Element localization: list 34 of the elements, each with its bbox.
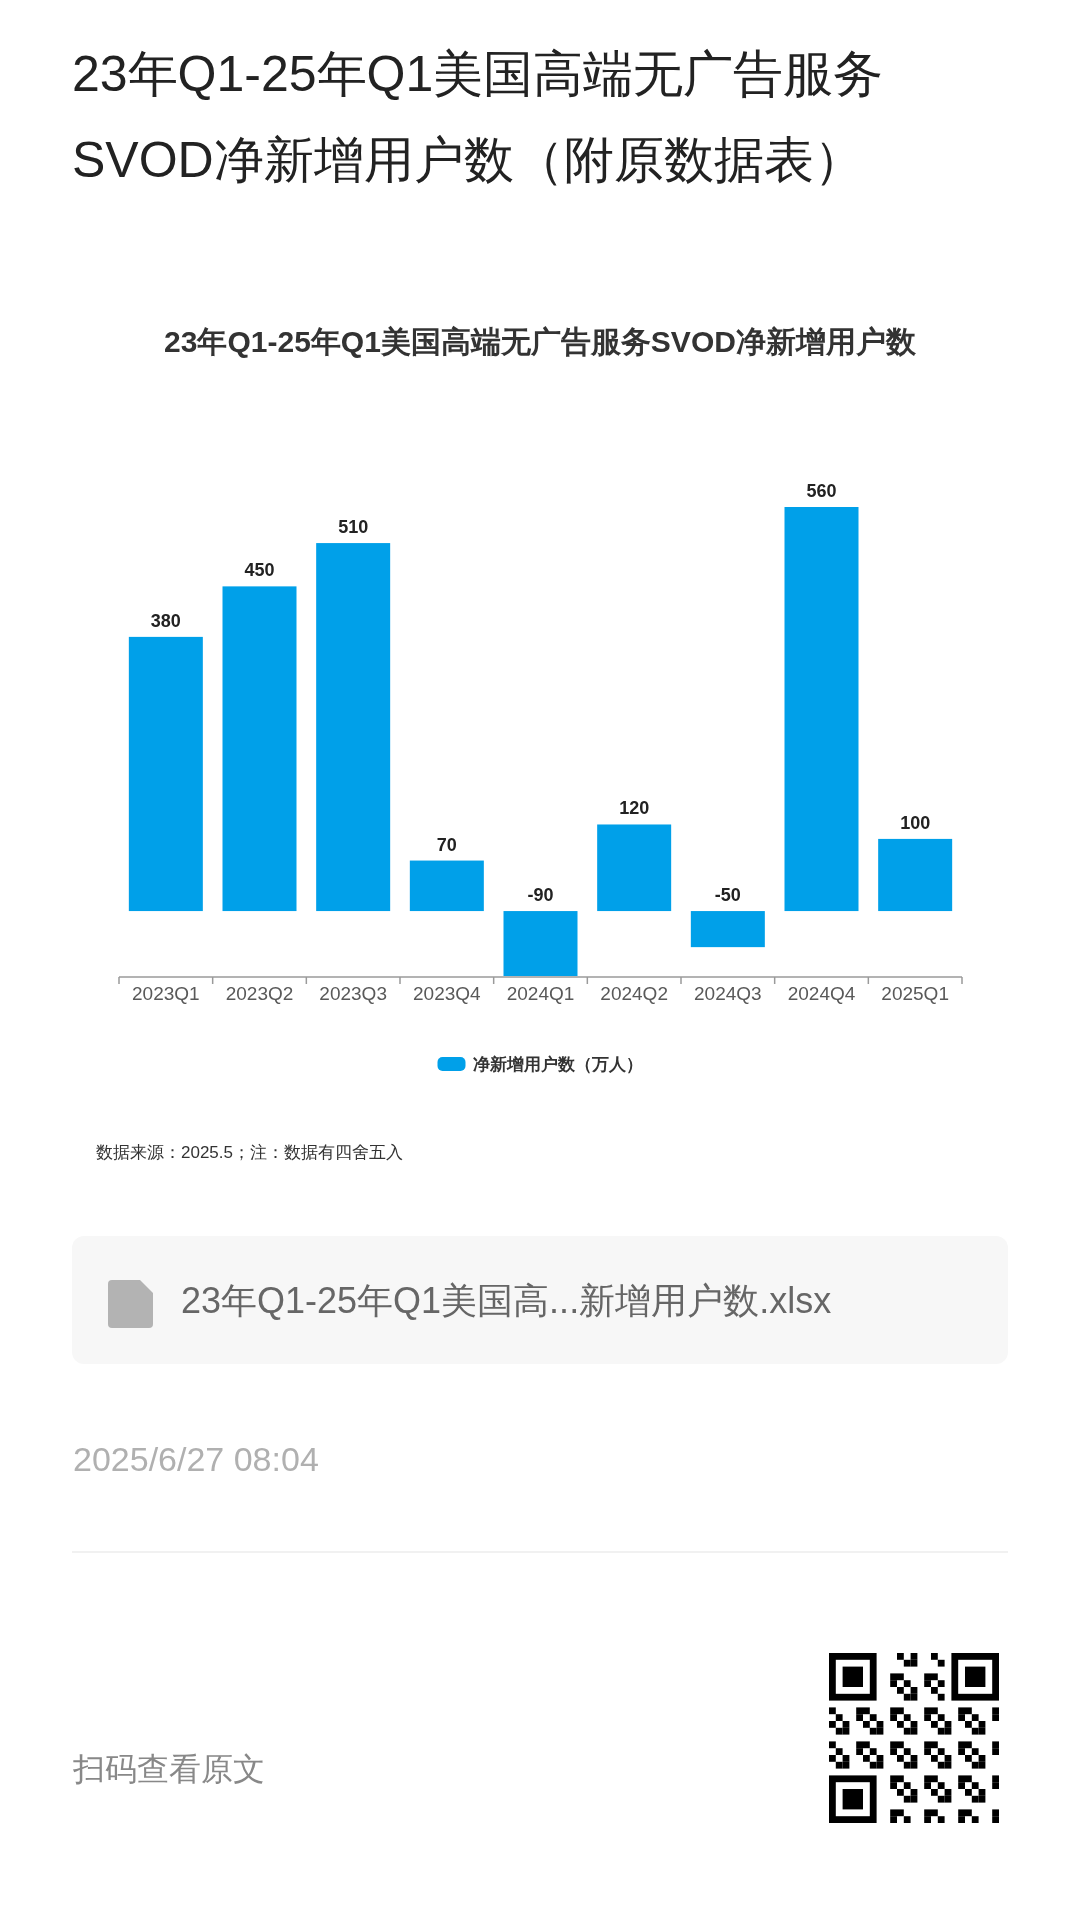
x-tick-label: 2023Q1 [132,982,200,1004]
x-tick-label: 2024Q4 [787,982,856,1004]
data-label: 70 [436,834,457,855]
bar [316,543,391,912]
bar [690,911,765,948]
data-label: 100 [900,812,931,833]
x-tick-label: 2023Q4 [413,982,482,1004]
text: 扫码查看原文 [72,1751,265,1787]
bar [128,636,203,912]
source-note: 数据来源：2025.5；注：数据有四舍五入 [96,1142,403,1162]
bar [222,586,297,912]
x-tick-label: 2024Q1 [506,982,575,1004]
bar [784,507,859,912]
text: 2025/6/27 08:04 [73,1440,319,1478]
chart-title: 23年Q1-25年Q1美国高端无广告服务SVOD净新增用户数（附原数据表） [72,45,885,190]
x-tick-label: 2023Q2 [225,982,294,1004]
chart-subtitle: 23年Q1-25年Q1美国高端无广告服务SVOD净新增用户数 [164,324,917,358]
data-label: 120 [619,798,650,819]
data-label: 450 [244,560,275,581]
data-label: 380 [150,610,181,631]
text: 23年Q1-25年Q1美国高...新增用户数.xlsx [181,1279,832,1321]
bar [597,824,672,912]
x-tick-label: 2025Q1 [881,982,949,1004]
data-label: -90 [527,885,554,906]
x-tick-label: 2024Q3 [694,982,762,1004]
data-label: -50 [714,885,741,906]
x-tick-label: 2023Q3 [319,982,387,1004]
bar [503,911,578,976]
bar [878,838,953,912]
x-tick-label: 2024Q2 [600,982,668,1004]
legend-label: 净新增用户数（万人） [472,1054,643,1074]
data-label: 560 [806,481,837,501]
data-label: 510 [338,517,369,538]
bar [409,860,484,912]
